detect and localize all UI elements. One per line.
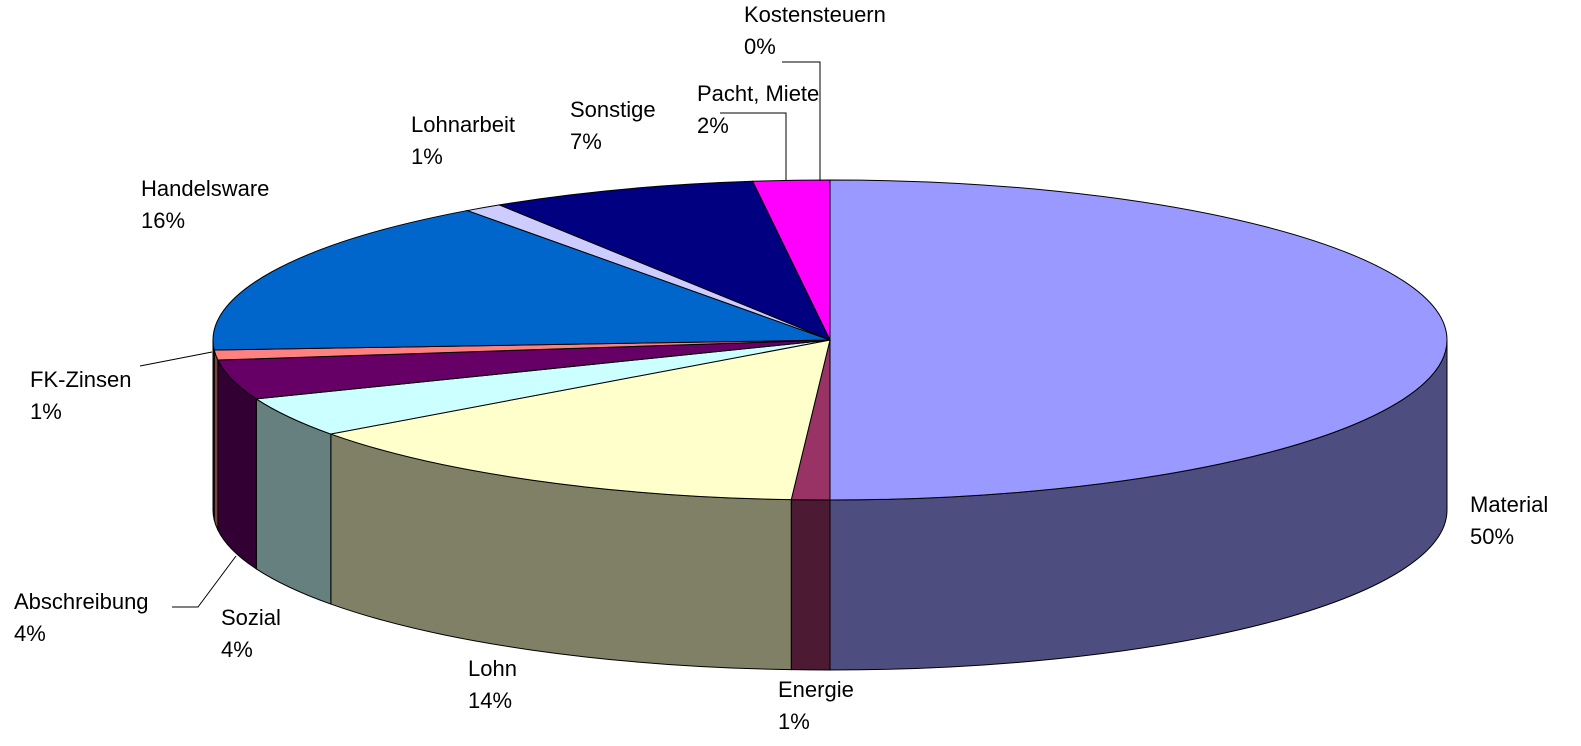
slice-side (790, 499, 831, 671)
slice-value-label: 0% (744, 34, 776, 59)
slice-label: Handelsware (141, 176, 269, 201)
leader-line (139, 351, 213, 367)
labels: Material 50% Energie 1% Lohn 14% Sozial 4% Absch… (14, 2, 1548, 734)
slice-label: Energie (778, 677, 854, 702)
pie-sides (212, 339, 1448, 671)
slice-label: FK-Zinsen (30, 367, 131, 392)
slice-label: Sonstige (570, 97, 656, 122)
slice-value-label: 50% (1470, 524, 1514, 549)
slice-label: Kostensteuern (744, 2, 886, 27)
pie-slice (328, 339, 831, 501)
slice-label: Lohnarbeit (411, 112, 515, 137)
slice-value-label: 1% (778, 709, 810, 734)
slice-label: Sozial (221, 605, 281, 630)
pie-slice (212, 210, 831, 351)
slice-value-label: 4% (221, 637, 253, 662)
slice-label: Lohn (468, 656, 517, 681)
leader-line (782, 61, 821, 181)
slice-value-label: 14% (468, 688, 512, 713)
slice-value-label: 16% (141, 208, 185, 233)
slice-label: Material (1470, 492, 1548, 517)
slice-value-label: 1% (411, 144, 443, 169)
slice-value-label: 4% (14, 621, 46, 646)
slice-label: Abschreibung (14, 589, 149, 614)
slice-label: Pacht, Miete (697, 81, 819, 106)
slice-value-label: 1% (30, 399, 62, 424)
slice-value-label: 7% (570, 129, 602, 154)
leader-line (172, 555, 237, 608)
pie-slice (829, 179, 1448, 501)
slice-value-label: 2% (697, 113, 729, 138)
pie-slice (497, 180, 832, 341)
slice-side (213, 349, 219, 531)
leader-line (720, 112, 787, 181)
pie-tops (212, 179, 1448, 501)
slice-side (212, 339, 215, 521)
